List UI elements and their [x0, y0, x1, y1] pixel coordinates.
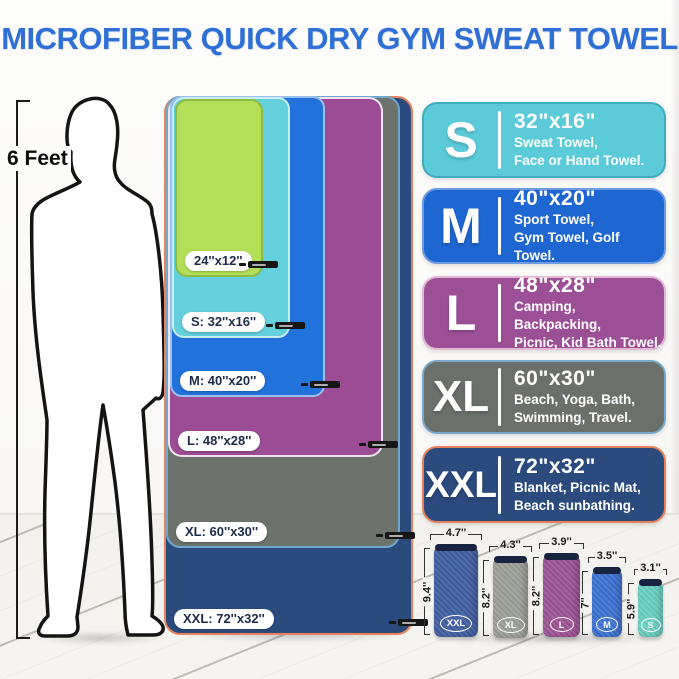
size-card-xl-letter: XL — [432, 372, 490, 421]
folded-towel-fold-edge — [494, 556, 527, 563]
divider — [498, 111, 501, 169]
page-title: MICROFIBER QUICK DRY GYM SWEAT TOWEL — [1, 21, 678, 56]
size-card-m-desc1: Sport Towel, — [514, 212, 594, 228]
size-card-s-size: 32"x16" — [514, 110, 596, 134]
folded-towel-fold-edge — [593, 567, 621, 574]
towel-s-label: S: 32''x16'' — [182, 311, 266, 332]
width-dimension-m: 3.5'' — [588, 551, 626, 568]
brand-tag-icon — [301, 381, 340, 388]
size-card-xl-desc2: Swimming, Travel. — [514, 410, 632, 426]
height-dimension-s: 5.9'' — [626, 583, 638, 635]
folded-towel-m-badge: M — [596, 617, 618, 632]
size-card-m-size: 40"x20" — [514, 187, 596, 211]
size-card-s: S 32"x16" Sweat Towel, Face or Hand Towe… — [422, 102, 666, 178]
size-card-l-desc2: Picnic, Kid Bath Towel. — [514, 334, 662, 350]
brand-tag-icon — [266, 322, 305, 329]
size-card-xxl-desc2: Beach sunbathing. — [514, 497, 635, 513]
folded-towel-fold-edge — [639, 579, 662, 586]
size-card-xxl-size: 72"x32" — [514, 454, 596, 478]
folded-towel-m: M — [592, 567, 622, 637]
divider — [498, 284, 501, 342]
brand-tag-icon — [389, 619, 428, 626]
towel-l-label: L: 48''x28'' — [178, 430, 261, 451]
height-dimension-l: 8.2'' — [531, 557, 543, 635]
folded-towel-xl-badge: XL — [496, 617, 525, 633]
height-dimension-m: 7'' — [580, 571, 592, 635]
divider — [498, 455, 501, 514]
size-card-xxl: XXL 72"x32" Blanket, Picnic Mat, Beach s… — [422, 446, 666, 523]
size-card-xl-size: 60"x30" — [514, 367, 596, 391]
towel-bonus-label: 24''x12'' — [185, 250, 252, 271]
height-dimension-xl: 8.2'' — [481, 560, 493, 636]
towel-bonus: 24''x12'' — [175, 99, 278, 277]
width-dimension-xl: 4.3'' — [489, 540, 532, 557]
size-card-s-desc2: Face or Hand Towel. — [514, 153, 645, 169]
width-dimension-l: 3.9'' — [539, 537, 584, 554]
size-card-l-desc1: Camping, Backpacking, — [514, 299, 602, 333]
height-dimension-xxl: 9.4'' — [422, 548, 434, 635]
towel-m-label: M: 40''x20'' — [180, 370, 266, 391]
width-dimension-xxl: 4.7'' — [430, 528, 482, 545]
folded-towel-l-badge: L — [549, 617, 574, 632]
size-card-m-letter: M — [440, 198, 482, 254]
divider — [498, 368, 501, 426]
size-card-m: M 40"x20" Sport Towel, Gym Towel, Golf T… — [422, 187, 666, 264]
folded-towel-fold-edge — [544, 553, 579, 560]
folded-towel-l: L — [543, 553, 580, 637]
size-card-s-desc1: Sweat Towel, — [514, 135, 598, 151]
person-silhouette — [29, 96, 166, 638]
size-card-s-letter: S — [444, 112, 478, 168]
size-card-xxl-letter: XXL — [425, 464, 497, 505]
width-dimension-s: 3.1'' — [634, 563, 667, 580]
size-card-l-letter: L — [445, 285, 477, 341]
towel-xl-label: XL: 60''x30'' — [176, 521, 268, 542]
size-card-m-desc2: Gym Towel, Golf Towel. — [514, 230, 620, 263]
folded-towel-fold-edge — [435, 544, 477, 551]
person-height-label: 6 Feet — [4, 146, 71, 172]
size-card-l-size: 48"x28" — [514, 274, 596, 298]
brand-tag-icon — [239, 261, 278, 268]
folded-towel-xxl: XXL — [434, 544, 478, 637]
brand-tag-icon — [376, 532, 415, 539]
size-card-xxl-desc1: Blanket, Picnic Mat, — [514, 479, 641, 495]
size-card-l: L 48"x28" Camping, Backpacking, Picnic, … — [422, 274, 666, 350]
size-card-xl: XL 60"x30" Beach, Yoga, Bath, Swimming, … — [422, 360, 666, 434]
folded-towel-s: S — [638, 579, 663, 637]
folded-towel-xl: XL — [493, 556, 528, 638]
height-measure-bracket — [16, 100, 30, 639]
size-card-xl-desc1: Beach, Yoga, Bath, — [514, 392, 636, 408]
folded-towel-xxl-badge: XXL — [440, 615, 472, 632]
folded-towel-s-badge: S — [640, 618, 661, 632]
towel-xxl-label: XXL: 72''x32'' — [174, 608, 274, 629]
wall-edge-shade — [670, 0, 679, 513]
divider — [498, 197, 501, 255]
brand-tag-icon — [359, 441, 398, 448]
